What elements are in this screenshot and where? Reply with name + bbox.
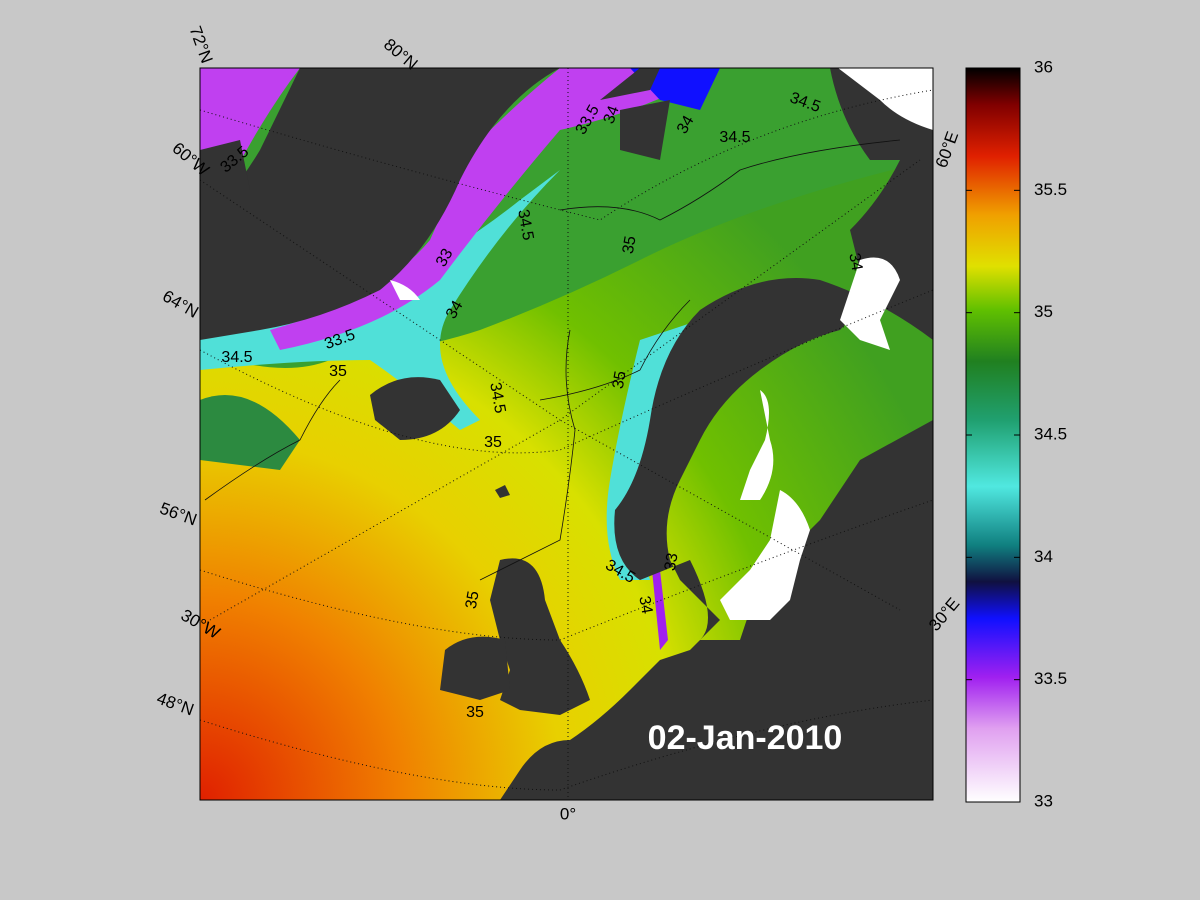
graticule-label: 72°N [186, 24, 217, 66]
contour-label: 34 [845, 252, 865, 273]
contour-label: 35 [329, 363, 347, 380]
contour-label: 33 [433, 246, 457, 270]
contour-label: 35 [466, 704, 484, 721]
contour-label: 34 [443, 298, 467, 322]
graticule-label: 48°N [154, 689, 196, 720]
map [200, 68, 933, 800]
contour-label: 34 [601, 104, 623, 127]
colorbar-tick-label: 35.5 [1034, 180, 1067, 199]
contour-label: 34 [674, 113, 698, 137]
contour-label: 35 [610, 370, 630, 391]
contour-label: 35 [463, 590, 483, 611]
graticule-label: 60°E [932, 129, 963, 170]
contour-label: 35 [484, 434, 502, 451]
colorbar [965, 67, 1021, 803]
contour-label: 34.5 [719, 129, 750, 146]
graticule-label: 0° [560, 804, 576, 823]
map-frame [199, 67, 934, 801]
date-label: 02-Jan-2010 [648, 719, 843, 757]
contour-label: 34.5 [221, 349, 252, 366]
contour-label: 35 [620, 235, 640, 256]
contour-label: 34 [635, 595, 655, 616]
colorbar-tick-label: 35 [1034, 302, 1053, 321]
contour-labels: 33.533.534 3434.534.534.535333433.534.535… [217, 89, 865, 721]
contour-label: 33 [662, 552, 682, 573]
colorbar-ticks: 33 33.5 34 34.5 35 35.5 36 [966, 57, 1067, 810]
graticule-label: 64°N [159, 286, 201, 321]
graticule-label: 56°N [157, 499, 199, 530]
colorbar-tick-label: 34.5 [1034, 424, 1067, 443]
colorbar-tick-label: 33.5 [1034, 669, 1067, 688]
colorbar-tick-label: 36 [1034, 57, 1053, 76]
contour-label: 34.5 [514, 208, 536, 242]
colorbar-tick-label: 33 [1034, 791, 1053, 810]
contour-label: 34.5 [486, 381, 508, 415]
colorbar-tick-label: 34 [1034, 547, 1053, 566]
